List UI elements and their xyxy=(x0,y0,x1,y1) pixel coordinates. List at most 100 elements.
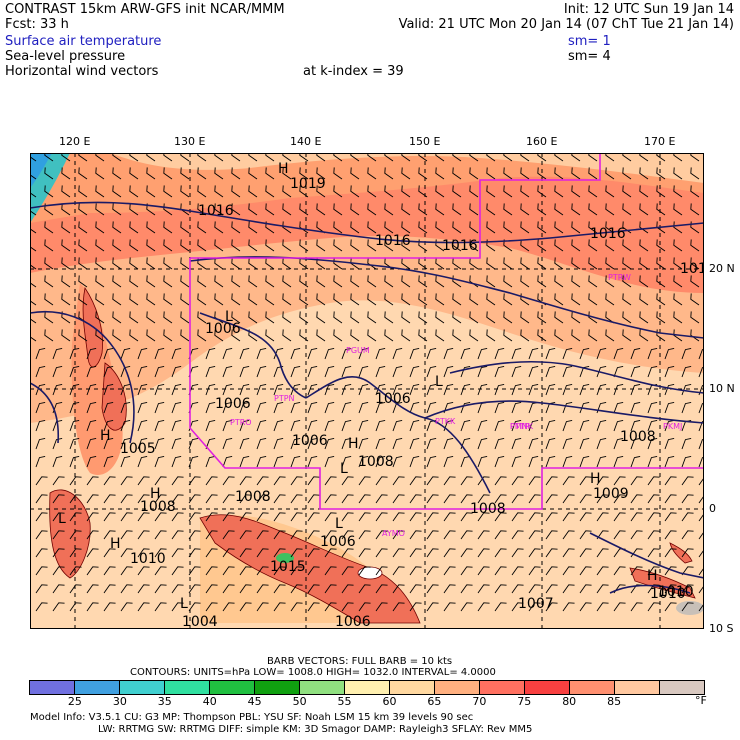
wind-barb xyxy=(197,185,207,198)
wind-barb xyxy=(435,239,445,252)
wind-barb xyxy=(418,275,428,288)
wind-barb xyxy=(579,548,592,558)
wind-barb xyxy=(299,239,309,252)
wind-barb xyxy=(520,153,530,162)
wind-barb xyxy=(350,275,360,288)
wind-barb xyxy=(188,456,199,468)
wind-barb xyxy=(392,584,405,594)
wind-barb xyxy=(401,221,411,234)
wind-barb xyxy=(248,203,258,216)
wind-barb xyxy=(103,566,116,576)
wind-barb xyxy=(460,348,471,360)
wind-barb xyxy=(673,311,683,324)
wind-barb xyxy=(537,203,547,216)
wind-barb xyxy=(239,456,250,468)
wind-barb xyxy=(486,185,496,198)
wind-barb xyxy=(562,530,575,540)
wind-barb xyxy=(171,548,184,558)
wind-barb xyxy=(571,185,581,198)
pressure-label: 1010 xyxy=(650,586,686,602)
wind-barb xyxy=(350,311,360,324)
lat-label: 0 xyxy=(709,502,716,515)
wind-barb xyxy=(78,185,88,198)
wind-barb xyxy=(61,203,71,216)
field-temperature-label: Surface air temperature xyxy=(5,34,162,49)
wind-barb xyxy=(307,384,318,396)
wind-barb xyxy=(622,275,632,288)
wind-barb xyxy=(44,167,54,180)
wind-barb xyxy=(554,293,564,306)
wind-barb xyxy=(681,494,694,504)
wind-barb xyxy=(197,311,207,324)
wind-barb xyxy=(52,548,65,558)
wind-barb xyxy=(52,584,65,594)
wind-barb xyxy=(367,311,377,324)
wind-barb xyxy=(146,239,156,252)
wind-barb xyxy=(443,348,454,360)
wind-barb xyxy=(460,384,471,396)
wind-barb xyxy=(324,402,335,414)
wind-barb xyxy=(613,348,624,360)
wind-barb xyxy=(596,420,607,432)
wind-barb xyxy=(137,584,150,594)
wind-barb xyxy=(324,438,335,450)
wind-barb xyxy=(401,275,411,288)
wind-barb xyxy=(537,311,547,324)
wind-barb xyxy=(545,512,558,522)
highland-cool-spot xyxy=(276,553,294,563)
wind-barb xyxy=(299,311,309,324)
wind-barb xyxy=(358,366,369,378)
wind-barb xyxy=(605,293,615,306)
wind-barb xyxy=(656,275,666,288)
wind-barb xyxy=(486,329,496,342)
wind-barb xyxy=(367,185,377,198)
wind-barb xyxy=(324,548,337,558)
wind-barb xyxy=(367,167,377,180)
wind-barb xyxy=(630,384,641,396)
wind-barb xyxy=(392,366,403,378)
wind-barb xyxy=(469,203,479,216)
wind-barb xyxy=(78,203,88,216)
wind-barb xyxy=(605,239,615,252)
pressure-label: 1016 xyxy=(375,233,411,249)
wind-barb xyxy=(69,512,82,522)
wind-barb xyxy=(605,185,615,198)
pressure-label: 1004 xyxy=(182,614,218,629)
colorbar-label: 70 xyxy=(472,695,487,708)
pressure-label: 1006 xyxy=(375,391,411,407)
wind-barb xyxy=(35,420,46,432)
high-pressure-center: H xyxy=(110,536,121,552)
wind-barb xyxy=(698,548,704,558)
wind-barb xyxy=(588,185,598,198)
wind-barb xyxy=(30,185,37,198)
wind-barb xyxy=(401,153,411,162)
wind-barb xyxy=(545,548,558,558)
wind-barb xyxy=(409,348,420,360)
wind-barb xyxy=(146,185,156,198)
wind-barb xyxy=(494,584,507,594)
wind-barb xyxy=(554,329,564,342)
wind-barb xyxy=(273,548,286,558)
wind-barb xyxy=(528,512,541,522)
highland-white-spot xyxy=(357,566,383,580)
colorbar-swatch xyxy=(615,681,660,694)
wind-barb xyxy=(95,257,105,270)
wind-barb xyxy=(664,566,677,576)
pressure-label: 1009 xyxy=(593,486,629,502)
station-label: PTKK xyxy=(435,417,456,426)
wind-barb xyxy=(214,311,224,324)
wind-barb xyxy=(205,402,216,414)
wind-barb xyxy=(690,311,700,324)
wind-barb xyxy=(622,239,632,252)
wind-barb xyxy=(78,293,88,306)
wind-barb xyxy=(299,221,309,234)
wind-barb xyxy=(681,512,694,522)
colorbar-label: 60 xyxy=(382,695,397,708)
wind-barb xyxy=(596,384,607,396)
wind-barb xyxy=(44,153,54,162)
wind-barb xyxy=(103,384,114,396)
wind-barb xyxy=(61,329,71,342)
contours-legend: CONTOURS: UNITS=hPa LOW= 1008.0 HIGH= 10… xyxy=(130,667,496,678)
wind-barb xyxy=(418,293,428,306)
wind-barb xyxy=(35,402,46,414)
